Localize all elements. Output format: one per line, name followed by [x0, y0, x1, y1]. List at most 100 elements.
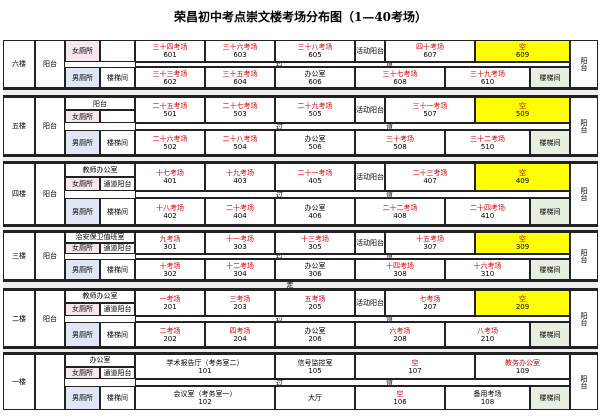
balcony: 阳台 [35, 290, 65, 347]
restroom-label: 男厕所 [72, 207, 93, 216]
room-name: 三十四考场 [152, 42, 188, 51]
room-number: 210 [480, 334, 495, 343]
balcony-label: 阳台 [43, 190, 57, 198]
room-number: 402 [163, 211, 177, 220]
room-number: 208 [393, 334, 407, 343]
room-name: 会议室（考务室一） [173, 389, 237, 398]
right-balcony: 阳台 [570, 97, 598, 155]
room: 三十三考场 602 [135, 67, 205, 88]
room-number: 105 [308, 366, 322, 375]
room: 楼梯间 [530, 259, 570, 280]
corridor-label: 道 [386, 61, 393, 68]
room: 办公室 306 [275, 259, 355, 280]
room-number: 503 [233, 110, 247, 119]
room-name: 活动阳台 [356, 106, 384, 115]
room-name: 空 [519, 234, 526, 243]
room: 三十八考场 605 [275, 40, 355, 62]
room-name: 活动阳台 [356, 46, 384, 55]
room-name: 六考场 [389, 326, 411, 335]
room: 三十六考场 603 [205, 40, 275, 62]
room: 四十考场 607 [385, 40, 475, 62]
room: 办公室 406 [275, 198, 355, 225]
floor-separator [3, 347, 598, 354]
room: 七考场 207 [385, 290, 475, 316]
room-number: 207 [423, 302, 437, 311]
room: 十七考场 401 [135, 163, 205, 191]
stairs-label: 楼梯间 [107, 138, 128, 147]
room-name: 楼梯间 [539, 330, 561, 339]
mens-restroom: 男厕所 [65, 67, 100, 88]
room-name: 一考场 [159, 294, 181, 303]
room-name: 活动阳台 [356, 298, 384, 307]
room-name: 三十九考场 [470, 69, 505, 78]
room-number: 505 [308, 110, 322, 119]
room-name: 二十六考场 [152, 134, 188, 143]
room-number: 106 [393, 397, 407, 406]
restroom-label: 男厕所 [72, 138, 93, 147]
balcony-label: 阳台 [43, 314, 57, 323]
room: 空 609 [475, 40, 570, 62]
room-name: 空 [519, 168, 526, 177]
passage-label: 通道阳台 [103, 305, 132, 314]
room: 四考场 204 [205, 322, 275, 347]
top-left-room: 教师办公室 [65, 290, 135, 303]
mens-restroom: 男厕所 [65, 322, 100, 347]
room-label: 办公室 [89, 356, 111, 365]
room: 楼梯间 [530, 322, 570, 347]
room-number: 309 [515, 242, 530, 251]
room-name: 十八考场 [156, 203, 184, 212]
room-name: 空 [396, 389, 404, 398]
room-number: 506 [308, 142, 322, 151]
room: 二十八考场 504 [205, 130, 275, 155]
room: 十九考场 403 [205, 163, 275, 191]
room-name: 二十五考场 [152, 102, 188, 111]
room-name: 十四考场 [386, 261, 414, 270]
balcony-label: 阳台 [43, 252, 57, 260]
restroom-label: 女厕所 [72, 305, 93, 314]
floor-separator [3, 155, 598, 163]
room-name: 五考场 [304, 294, 326, 303]
room: 五考场 205 [275, 290, 355, 316]
room-name: 二十三考场 [412, 168, 448, 177]
room: 三十四考场 601 [135, 40, 205, 62]
room-name: 二十七考场 [222, 102, 258, 111]
room-name: 四十考场 [416, 42, 444, 51]
corridor-label: 过 [276, 253, 283, 260]
room-number: 302 [163, 269, 177, 278]
restroom-label: 女厕所 [72, 112, 93, 121]
room-name: 活动阳台 [356, 238, 384, 247]
passage: 通道阳台 [100, 242, 135, 254]
balcony: 阳台 [35, 163, 65, 225]
room-name: 楼梯间 [539, 73, 561, 82]
top-left-room: 治安保卫值班室 [65, 232, 135, 243]
room-number: 504 [233, 142, 247, 151]
corridor-label: 道 [386, 379, 393, 386]
floor-name: 四楼 [3, 163, 35, 225]
room: 活动阳台 [355, 232, 385, 254]
room-number: 607 [423, 50, 437, 59]
room-name: 三考场 [229, 294, 251, 303]
room: 三十五考场 604 [205, 67, 275, 88]
floor-separator [3, 280, 598, 290]
room-number: 205 [308, 302, 322, 311]
room-number: 108 [480, 397, 495, 406]
restroom-label: 女厕所 [72, 244, 93, 253]
room-name: 办公室 [304, 134, 326, 143]
room: 二十考场 404 [205, 198, 275, 225]
room: 办公室 606 [275, 67, 355, 88]
room-number: 606 [308, 77, 322, 86]
room: 备用考场 108 [445, 385, 530, 410]
room-name: 十考场 [159, 261, 181, 270]
room-number: 107 [408, 366, 422, 375]
room: 二十五考场 501 [135, 97, 205, 124]
floor-separator [3, 88, 598, 97]
room: 十五考场 307 [385, 232, 475, 254]
room: 三十考场 508 [355, 130, 445, 155]
restroom-label: 女厕所 [72, 46, 93, 55]
room-number: 603 [233, 50, 247, 59]
floor-name: 三楼 [3, 232, 35, 280]
room-number: 410 [480, 211, 495, 220]
restroom-label: 男厕所 [72, 393, 93, 402]
right-balcony: 阳台 [570, 290, 598, 347]
womens-restroom: 女厕所 [65, 110, 100, 124]
